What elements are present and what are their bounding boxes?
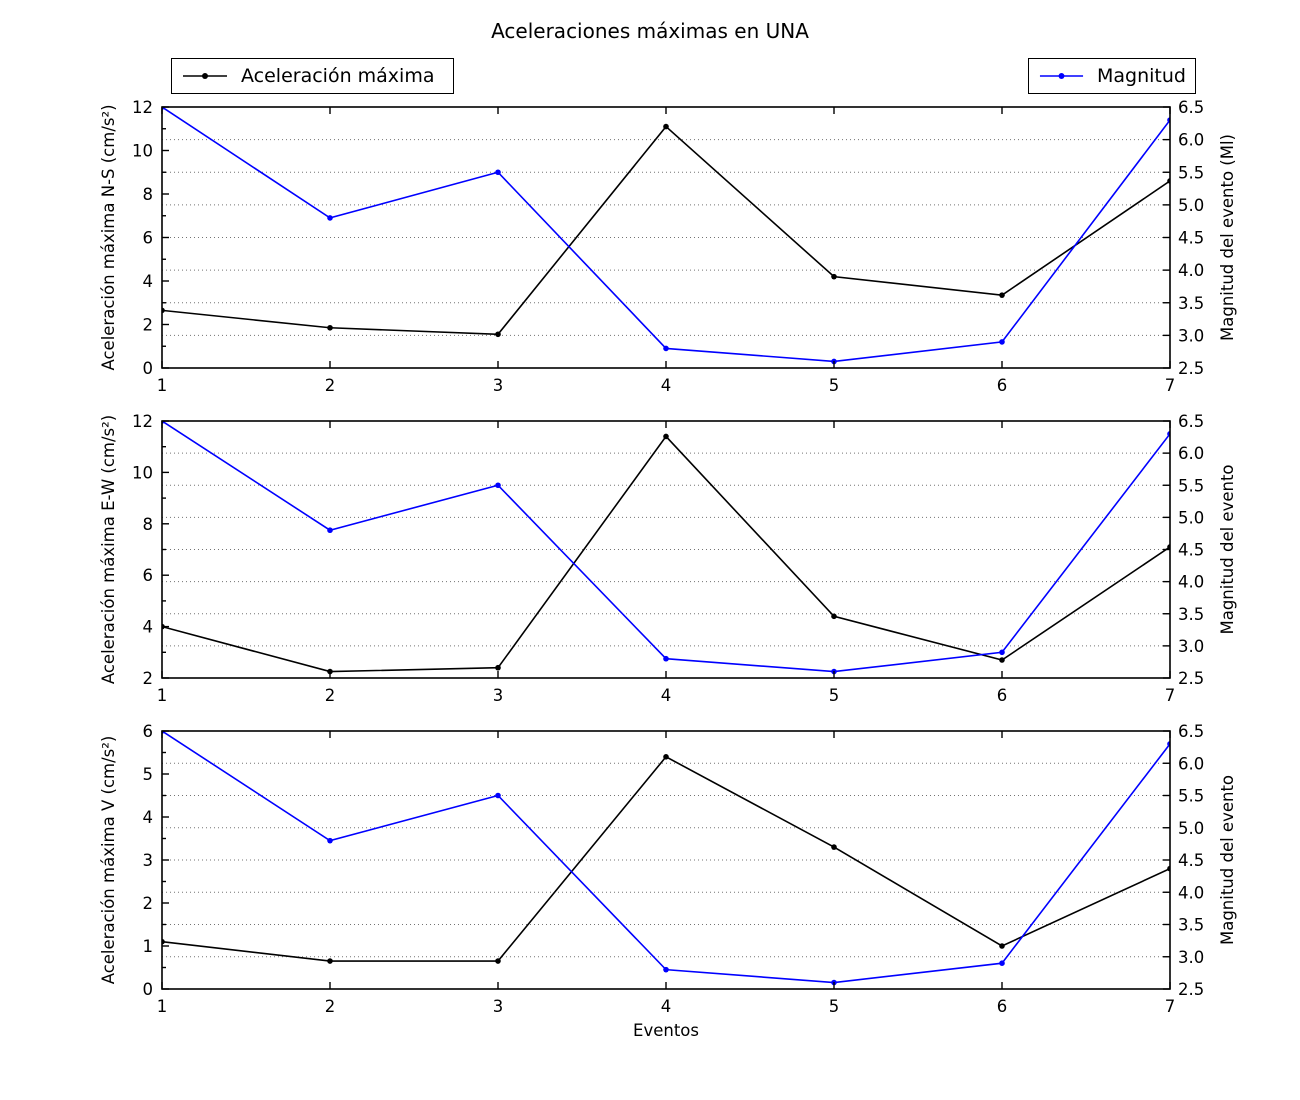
- x-tick-label: 2: [325, 376, 336, 395]
- series-magnitude: [162, 107, 1170, 365]
- right-tick-label: 6.5: [1178, 412, 1204, 431]
- right-tick-label: 3.0: [1178, 948, 1204, 967]
- right-tick-label: 4.5: [1178, 541, 1204, 560]
- x-axis-label: Eventos: [633, 1021, 699, 1040]
- subplot-ns-chart: 1 2 3 4 5 6 70246810122.53.03.54.04.55.05.56.0…: [99, 98, 1237, 395]
- left-tick-label: 8: [143, 185, 154, 204]
- right-tick-label: 6.0: [1178, 754, 1204, 773]
- right-tick-label: 6.0: [1178, 131, 1204, 150]
- x-tick-label: 5: [829, 376, 840, 395]
- figure-title: Aceleraciones máximas en UNA: [491, 19, 809, 43]
- left-tick-label: 12: [132, 98, 153, 117]
- left-tick-label: 3: [143, 851, 154, 870]
- left-axis-label: Aceleración máxima E-W (cm/s²): [99, 415, 118, 684]
- left-tick-label: 6: [143, 229, 154, 248]
- x-tick-label: 7: [1165, 997, 1176, 1016]
- left-tick-label: 4: [143, 272, 154, 291]
- x-tick-label: 4: [661, 997, 672, 1016]
- left-tick-label: 10: [132, 463, 153, 482]
- right-axis-label: Magnitud del evento: [1218, 464, 1237, 634]
- ticks-and-labels: 1 2 3 4 5 6 701234562.53.03.54.04.55.05.56.06.…: [143, 722, 1205, 1016]
- x-tick-label: 5: [829, 686, 840, 705]
- x-tick-label: 5: [829, 997, 840, 1016]
- gridlines: [162, 452, 1170, 647]
- left-tick-label: 6: [143, 722, 154, 741]
- right-tick-label: 4.0: [1178, 573, 1204, 592]
- right-tick-label: 5.0: [1178, 508, 1204, 527]
- right-tick-label: 3.0: [1178, 637, 1204, 656]
- x-tick-label: 3: [493, 376, 504, 395]
- right-tick-label: 6.5: [1178, 722, 1204, 741]
- x-tick-label: 4: [661, 376, 672, 395]
- x-tick-label: 1: [157, 686, 168, 705]
- right-tick-label: 6.0: [1178, 444, 1204, 463]
- x-tick-label: 4: [661, 686, 672, 705]
- x-tick-label: 2: [325, 997, 336, 1016]
- x-tick-label: 3: [493, 686, 504, 705]
- right-tick-label: 5.5: [1178, 787, 1204, 806]
- right-axis-label: Magnitud del evento (Ml): [1218, 134, 1237, 341]
- legend-line-sample-acceleration-icon: [183, 73, 227, 79]
- right-tick-label: 3.5: [1178, 605, 1204, 624]
- right-tick-label: 2.5: [1178, 359, 1204, 378]
- right-tick-label: 4.5: [1178, 229, 1204, 248]
- ticks-and-labels: 1 2 3 4 5 6 7246810122.53.03.54.04.55.05.56.06…: [132, 412, 1204, 705]
- x-tick-label: 1: [157, 376, 168, 395]
- right-tick-label: 3.5: [1178, 294, 1204, 313]
- left-tick-label: 10: [132, 142, 153, 161]
- left-tick-label: 6: [143, 566, 154, 585]
- right-tick-label: 3.5: [1178, 916, 1204, 935]
- right-tick-label: 5.5: [1178, 476, 1204, 495]
- gridlines: [162, 762, 1170, 958]
- left-tick-label: 5: [143, 765, 154, 784]
- legend-line-sample-magnitude-icon: [1039, 73, 1084, 79]
- right-tick-label: 5.5: [1178, 163, 1204, 182]
- legend-acceleration-label: Aceleración máxima: [241, 65, 435, 87]
- x-tick-label: 7: [1165, 686, 1176, 705]
- left-tick-label: 4: [143, 808, 154, 827]
- right-tick-label: 5.0: [1178, 196, 1204, 215]
- right-tick-label: 4.0: [1178, 261, 1204, 280]
- ticks-and-labels: 1 2 3 4 5 6 70246810122.53.03.54.04.55.05.56.0…: [132, 98, 1204, 395]
- legend-magnitude: Magnitud: [1028, 58, 1196, 94]
- left-tick-label: 2: [143, 669, 154, 688]
- right-tick-label: 3.0: [1178, 326, 1204, 345]
- right-tick-label: 4.5: [1178, 851, 1204, 870]
- gridlines: [162, 139, 1170, 336]
- right-tick-label: 5.0: [1178, 819, 1204, 838]
- left-tick-label: 0: [143, 359, 154, 378]
- right-axis-label: Magnitud del evento: [1218, 775, 1237, 945]
- left-tick-label: 4: [143, 618, 154, 637]
- left-tick-label: 2: [143, 316, 154, 335]
- x-tick-label: 3: [493, 997, 504, 1016]
- x-tick-label: 1: [157, 997, 168, 1016]
- right-tick-label: 2.5: [1178, 669, 1204, 688]
- left-tick-label: 2: [143, 894, 154, 913]
- x-tick-label: 6: [997, 997, 1008, 1016]
- left-tick-label: 12: [132, 412, 153, 431]
- left-axis-label: Aceleración máxima N-S (cm/s²): [99, 104, 118, 370]
- x-tick-label: 6: [997, 376, 1008, 395]
- series-acceleration: [162, 754, 1170, 964]
- x-tick-label: 2: [325, 686, 336, 705]
- left-tick-label: 0: [143, 980, 154, 999]
- subplot-ew-chart: 1 2 3 4 5 6 7246810122.53.03.54.04.55.05.56.06…: [99, 412, 1237, 705]
- left-tick-label: 1: [143, 937, 154, 956]
- right-tick-label: 4.0: [1178, 883, 1204, 902]
- x-tick-label: 7: [1165, 376, 1176, 395]
- x-tick-label: 6: [997, 686, 1008, 705]
- right-tick-label: 2.5: [1178, 980, 1204, 999]
- legend-acceleration: Aceleración máxima: [171, 58, 454, 94]
- right-tick-label: 6.5: [1178, 98, 1204, 117]
- legend-magnitude-label: Magnitud: [1097, 65, 1186, 87]
- subplot-v-chart: 1 2 3 4 5 6 701234562.53.03.54.04.55.05.56.06.…: [99, 722, 1237, 1040]
- left-tick-label: 8: [143, 515, 154, 534]
- left-axis-label: Aceleración máxima V (cm/s²): [99, 736, 118, 985]
